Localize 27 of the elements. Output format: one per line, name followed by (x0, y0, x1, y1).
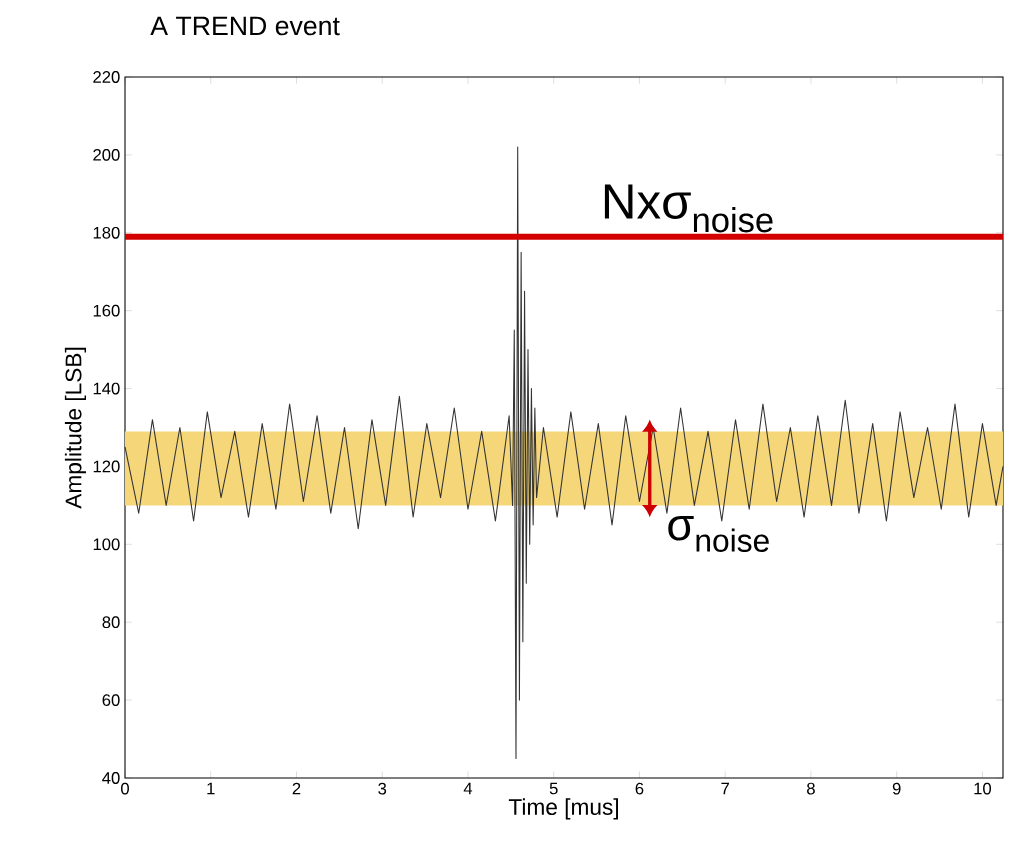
y-tick-label: 180 (93, 226, 120, 239)
x-tick-label: 4 (463, 782, 473, 795)
band-label: σ$_{noise}$ (668, 516, 769, 552)
y-tick-label: 120 (93, 460, 120, 473)
y-tick-label: 140 (93, 382, 120, 395)
line-series (124, 146, 1004, 760)
x-tick-label: 0 (121, 782, 129, 795)
y-tick-label: 100 (93, 538, 120, 551)
y-axis-title: Amplitude [LSB] (64, 347, 86, 509)
x-tick-label: 7 (721, 782, 729, 795)
y-tick-label: 40 (102, 772, 120, 784)
y-tick-label: 220 (93, 71, 120, 83)
x-tick-label: 1 (207, 782, 215, 795)
x-axis-title: Time [mus] (508, 798, 618, 820)
ref-line-label: Nxσ$_{noise}$ (604, 184, 773, 233)
x-tick-label: 10 (974, 782, 992, 795)
x-tick-label: 9 (892, 782, 901, 795)
chart-title: A TREND event (150, 16, 340, 36)
y-tick-label: 80 (102, 616, 120, 629)
y-tick-label: 200 (93, 148, 120, 161)
y-tick-label: 160 (93, 304, 120, 317)
x-tick-label: 8 (807, 782, 815, 795)
x-tick-label: 6 (635, 782, 644, 795)
x-tick-label: 2 (292, 782, 301, 795)
x-tick-label: 5 (549, 782, 558, 795)
x-tick-label: 3 (378, 782, 387, 795)
y-tick-label: 60 (102, 694, 120, 706)
